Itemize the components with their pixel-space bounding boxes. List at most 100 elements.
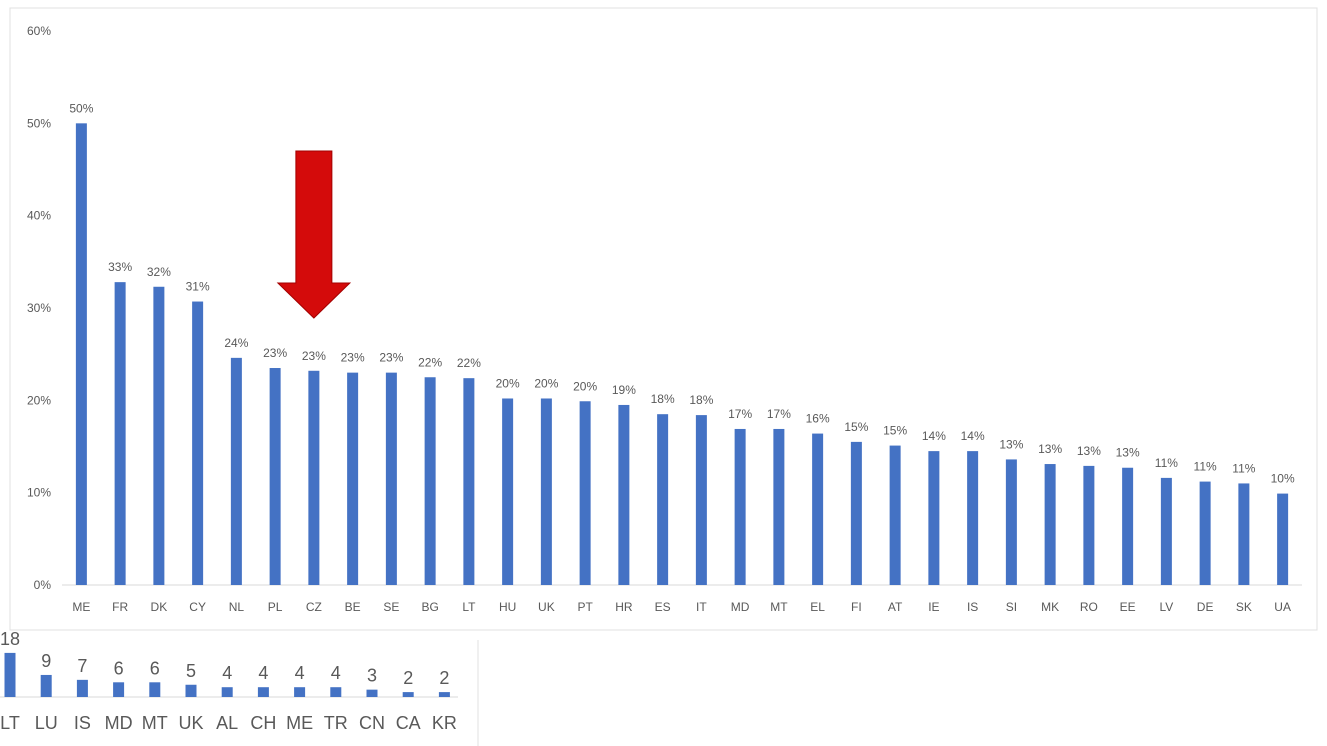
data-label: 15% [844, 420, 868, 434]
secondary-bar-cn [366, 689, 378, 697]
bar-lt [463, 378, 475, 585]
category-label: ES [655, 600, 671, 614]
category-label: AT [888, 600, 903, 614]
data-label: 19% [612, 383, 636, 397]
red-arrow-annotation [276, 150, 352, 319]
secondary-data-label: 6 [114, 658, 124, 678]
y-axis-ticks: 0% 10% 20% 30% 40% 50% 60% [27, 24, 51, 592]
category-label: LV [1159, 600, 1173, 614]
data-label: 23% [302, 349, 326, 363]
data-label: 23% [263, 346, 287, 360]
y-tick-label: 10% [27, 486, 51, 500]
bar-dk [153, 286, 165, 585]
data-label: 20% [496, 376, 520, 390]
secondary-data-label: 7 [77, 656, 87, 676]
category-label: SK [1236, 600, 1252, 614]
data-label: 11% [1232, 461, 1255, 475]
secondary-category-label: CH [250, 713, 276, 733]
bar-hr [618, 404, 630, 585]
secondary-bar-lt [4, 652, 16, 697]
y-tick-label: 50% [27, 116, 51, 130]
secondary-bar-md [113, 682, 125, 697]
y-tick-label: 30% [27, 301, 51, 315]
category-label: RO [1080, 600, 1098, 614]
bar-fi [850, 441, 862, 585]
category-label: UA [1274, 600, 1291, 614]
secondary-category-label: TR [324, 713, 348, 733]
secondary-data-label: 4 [331, 663, 341, 683]
category-label: SI [1006, 600, 1017, 614]
secondary-category-label: ME [286, 713, 313, 733]
category-label: EL [810, 600, 825, 614]
secondary-bar-ch [257, 687, 269, 697]
category-label: IE [928, 600, 939, 614]
bar-pl [269, 368, 281, 585]
bar-nl [230, 357, 242, 585]
data-label: 31% [186, 280, 210, 294]
category-label: HR [615, 600, 633, 614]
y-tick-label: 40% [27, 209, 51, 223]
data-label: 18% [689, 393, 713, 407]
y-tick-label: 20% [27, 393, 51, 407]
y-tick-label: 0% [34, 578, 52, 592]
secondary-bar-is [76, 679, 88, 697]
secondary-category-label: AL [216, 713, 238, 733]
data-label: 14% [961, 429, 985, 443]
bar-me [75, 123, 87, 585]
bar-cz [308, 370, 320, 585]
secondary-bar-me [294, 687, 306, 697]
secondary-data-label: 4 [258, 663, 268, 683]
bar-is [967, 451, 979, 585]
category-label: BE [345, 600, 361, 614]
category-label: IS [967, 600, 978, 614]
bar-ie [928, 451, 940, 585]
data-label: 20% [534, 376, 558, 390]
category-label: PT [577, 600, 593, 614]
bar-mt [773, 428, 785, 585]
secondary-category-label: UK [178, 713, 203, 733]
secondary-category-label: CA [396, 713, 421, 733]
bar-lv [1160, 477, 1172, 585]
data-label: 13% [1038, 442, 1062, 456]
data-label: 16% [806, 412, 830, 426]
secondary-bar-lu [40, 674, 52, 697]
secondary-category-labels-group: LT LU IS MD MT UK AL CH ME TR CN CA KR [0, 713, 457, 733]
category-label: DK [151, 600, 168, 614]
secondary-bar-al [221, 687, 233, 697]
data-label: 18% [651, 392, 675, 406]
data-label: 10% [1271, 472, 1295, 486]
category-label: FI [851, 600, 862, 614]
bar-it [695, 415, 707, 585]
category-label: HU [499, 600, 516, 614]
data-label: 22% [457, 356, 481, 370]
category-label: EE [1120, 600, 1136, 614]
secondary-bar-ca [402, 692, 414, 697]
category-label: FR [112, 600, 128, 614]
secondary-data-label: 3 [367, 666, 377, 686]
data-label: 14% [922, 429, 946, 443]
secondary-data-label: 18 [0, 629, 20, 649]
category-label: NL [229, 600, 245, 614]
secondary-bar-uk [185, 684, 197, 697]
data-label: 17% [728, 407, 752, 421]
data-label: 11% [1155, 456, 1178, 470]
category-label: MT [770, 600, 788, 614]
category-label: CY [189, 600, 206, 614]
category-label: DE [1197, 600, 1214, 614]
secondary-data-label: 4 [295, 663, 305, 683]
data-label: 13% [1116, 446, 1140, 460]
data-label: 17% [767, 407, 791, 421]
bar-md [734, 428, 746, 585]
bar-si [1005, 459, 1017, 585]
secondary-data-label: 2 [403, 668, 413, 688]
secondary-category-label: MT [142, 713, 168, 733]
bar-mk [1044, 464, 1056, 585]
data-label: 23% [341, 351, 365, 365]
bar-el [812, 433, 824, 585]
y-tick-label: 60% [27, 24, 51, 38]
category-label: SE [383, 600, 399, 614]
bars-group [75, 123, 1289, 585]
bar-se [385, 372, 397, 585]
secondary-category-label: CN [359, 713, 385, 733]
